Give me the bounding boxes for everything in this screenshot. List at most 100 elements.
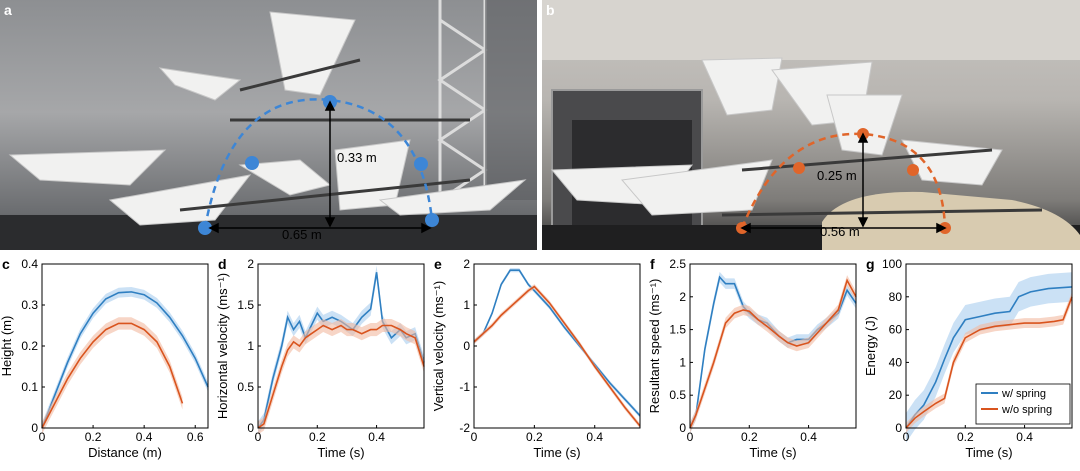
x-tick-label: 0: [39, 430, 46, 444]
x-tick-label: 0.4: [1016, 430, 1033, 444]
series-line-no_spring: [905, 296, 1073, 429]
photo-b-scene: [542, 0, 1080, 250]
panel-letter: b: [546, 2, 555, 18]
axes-box: [905, 263, 1073, 429]
foam-ramp: [822, 191, 1080, 250]
y-tick-label: 60: [889, 323, 903, 337]
arrow-head: [857, 132, 869, 143]
y-tick-label: 0.5: [669, 388, 686, 402]
floor: [0, 215, 537, 250]
y-tick-label: 0.5: [237, 380, 254, 394]
height-label: 0.25 m: [817, 168, 857, 183]
x-tick-label: 0: [903, 430, 910, 444]
chart-panel-f: f 0 0.2 0.4 0 0.5 1 1.5 2 2.5 Time (s) Resultant sp…: [647, 256, 864, 471]
trajectory-point: [425, 213, 439, 227]
panel-letter: c: [2, 256, 10, 272]
series-line-spring: [689, 275, 857, 429]
y-axis-label: Vertical velocity (ms⁻¹): [432, 281, 446, 411]
arrow-head: [857, 217, 869, 228]
legend-label: w/ spring: [1001, 388, 1046, 400]
legend-box: [975, 383, 1071, 425]
x-axis-label: Time (s): [317, 445, 364, 460]
x-tick-label: 0: [471, 430, 478, 444]
y-tick-label: -1: [459, 380, 470, 394]
y-tick-label: 2: [247, 257, 254, 271]
x-tick-label: 0.4: [800, 430, 817, 444]
robot-frames: [721, 148, 1043, 217]
y-tick-label: 80: [889, 290, 903, 304]
robot-frames: [179, 58, 471, 212]
series-line-no_spring: [257, 324, 425, 429]
distance-label: 0.65 m: [282, 227, 322, 242]
trajectory-point: [198, 221, 212, 235]
y-tick-label: 1.5: [237, 298, 254, 312]
y-axis-label: Height (m): [0, 316, 14, 377]
chart-panel-e: e 0 0.2 0.4 -2 -1 0 1 2 Time (s) Vertical velocity…: [431, 256, 648, 471]
trajectory-overlay-b: [736, 128, 951, 234]
arrow-head: [936, 222, 947, 234]
y-tick-label: 100: [882, 257, 902, 271]
series-band-no_spring: [906, 291, 1072, 433]
trajectory-path-b: [740, 132, 947, 229]
series-band-no_spring: [474, 284, 640, 429]
panel-letter: g: [866, 256, 875, 272]
x-tick-label: 0.2: [957, 430, 974, 444]
trajectory-point: [245, 156, 259, 170]
y-tick-label: 1: [247, 339, 254, 353]
y-tick-label: 0: [31, 421, 38, 435]
x-axis-label: Time (s): [965, 445, 1012, 460]
chart-g: g 0 0.2 0.4 0 20 40 60 80 100 Time (s) Energy (J) w/…: [863, 256, 1073, 460]
x-tick-label: 0.4: [368, 430, 385, 444]
netting: [485, 0, 537, 200]
arrow-head: [740, 222, 751, 234]
y-tick-label: 1: [463, 298, 470, 312]
y-tick-label: 20: [889, 388, 903, 402]
trajectory-path-a: [203, 98, 434, 229]
trajectory-overlay-a: [198, 95, 439, 235]
y-tick-label: 2: [679, 290, 686, 304]
x-axis-label: Distance (m): [88, 445, 162, 460]
photo-panel-b: b 0.25 m 0.56 m: [542, 0, 1080, 250]
y-tick-label: 0.2: [21, 339, 38, 353]
panel-letter: d: [218, 256, 227, 272]
x-tick-label: 0.2: [741, 430, 758, 444]
series-band-spring: [906, 272, 1072, 443]
x-tick-label: 0.4: [586, 430, 603, 444]
x-axis-label: Time (s): [749, 445, 796, 460]
series-line-no_spring: [473, 285, 641, 427]
series-band-spring: [42, 286, 208, 433]
x-tick-label: 0.2: [309, 430, 326, 444]
chart-panel-g: g 0 0.2 0.4 0 20 40 60 80 100 Time (s) Energy (J) w/…: [863, 256, 1080, 471]
y-tick-label: 0: [679, 421, 686, 435]
series-line-no_spring: [41, 322, 184, 429]
series-band-no_spring: [258, 318, 424, 435]
axes-box: [689, 263, 857, 429]
series-band-no_spring: [690, 275, 856, 434]
series-band-spring: [258, 265, 424, 435]
x-tick-label: 0.2: [526, 430, 543, 444]
y-tick-label: 0.1: [21, 380, 38, 394]
axes-box: [473, 263, 641, 429]
chart-f: f 0 0.2 0.4 0 0.5 1 1.5 2 2.5 Time (s) Resultant sp…: [647, 256, 857, 460]
y-axis-label: Horizontal velocity (ms⁻¹): [216, 273, 230, 419]
arrow-head: [421, 222, 432, 234]
arrow-head: [208, 222, 219, 234]
y-tick-label: 2.5: [669, 257, 686, 271]
y-tick-label: -2: [459, 421, 470, 435]
trajectory-point: [793, 162, 805, 174]
y-tick-label: 0.4: [21, 257, 38, 271]
y-axis-label: Resultant speed (ms⁻¹): [648, 279, 662, 414]
photo-panel-a: a 0.33 m 0.65 m: [0, 0, 537, 250]
trajectory-point: [414, 157, 428, 171]
y-axis-label: Energy (J): [864, 316, 878, 376]
y-tick-label: 2: [463, 257, 470, 271]
series-line-no_spring: [689, 278, 857, 429]
ceiling: [542, 0, 1080, 60]
panel-letter: e: [434, 256, 442, 272]
legend-label: w/o spring: [1001, 404, 1052, 416]
distance-label: 0.56 m: [820, 224, 860, 239]
x-tick-label: 0.4: [136, 430, 153, 444]
height-label: 0.33 m: [337, 150, 377, 165]
series-line-spring: [41, 291, 209, 429]
